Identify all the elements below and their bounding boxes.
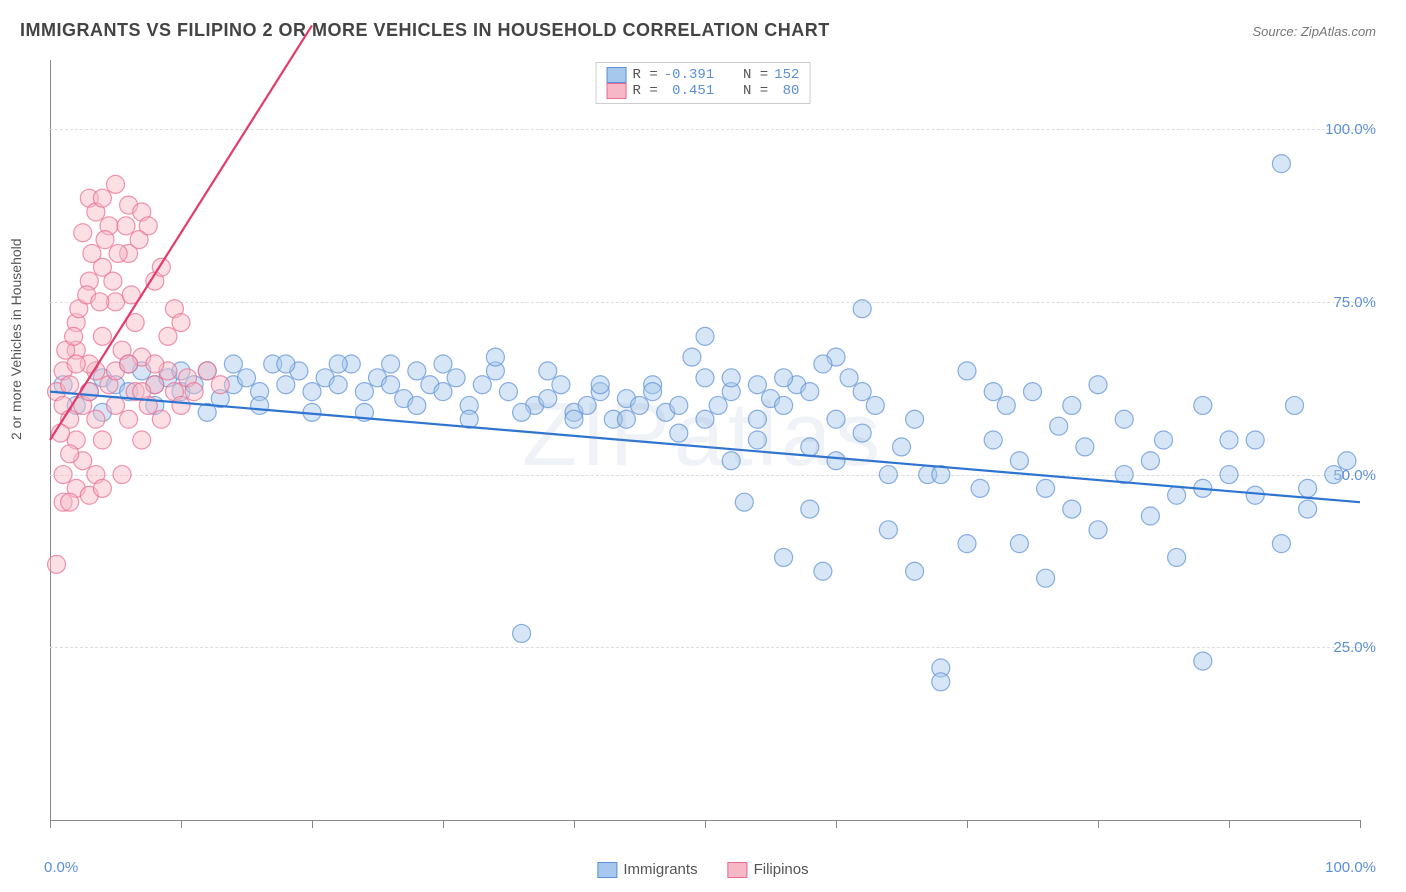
r-label: R = <box>633 67 658 83</box>
x-tick-label-min: 0.0% <box>44 859 78 876</box>
x-tick-label-max: 100.0% <box>1325 859 1376 876</box>
n-label: N = <box>743 83 768 99</box>
legend-series: Immigrants Filipinos <box>597 861 808 878</box>
n-label: N = <box>743 67 768 83</box>
swatch-filipinos <box>607 83 627 99</box>
chart-title: IMMIGRANTS VS FILIPINO 2 OR MORE VEHICLE… <box>20 20 830 41</box>
swatch-filipinos <box>728 862 748 878</box>
r-value: -0.391 <box>664 67 714 83</box>
swatch-immigrants <box>597 862 617 878</box>
legend-correlation: R = -0.391 N = 152 R = 0.451 N = 80 <box>596 62 811 104</box>
n-value: 152 <box>774 67 799 83</box>
legend-item-filipinos: Filipinos <box>728 861 809 878</box>
legend-label: Filipinos <box>754 861 809 878</box>
chart-svg <box>50 60 1360 820</box>
legend-row-immigrants: R = -0.391 N = 152 <box>607 67 800 83</box>
legend-label: Immigrants <box>623 861 697 878</box>
swatch-immigrants <box>607 67 627 83</box>
r-value: 0.451 <box>664 83 714 99</box>
source-attribution: Source: ZipAtlas.com <box>1252 24 1376 39</box>
y-axis-label: 2 or more Vehicles in Household <box>8 238 24 440</box>
r-label: R = <box>633 83 658 99</box>
n-value: 80 <box>774 83 799 99</box>
legend-row-filipinos: R = 0.451 N = 80 <box>607 83 800 99</box>
legend-item-immigrants: Immigrants <box>597 861 697 878</box>
